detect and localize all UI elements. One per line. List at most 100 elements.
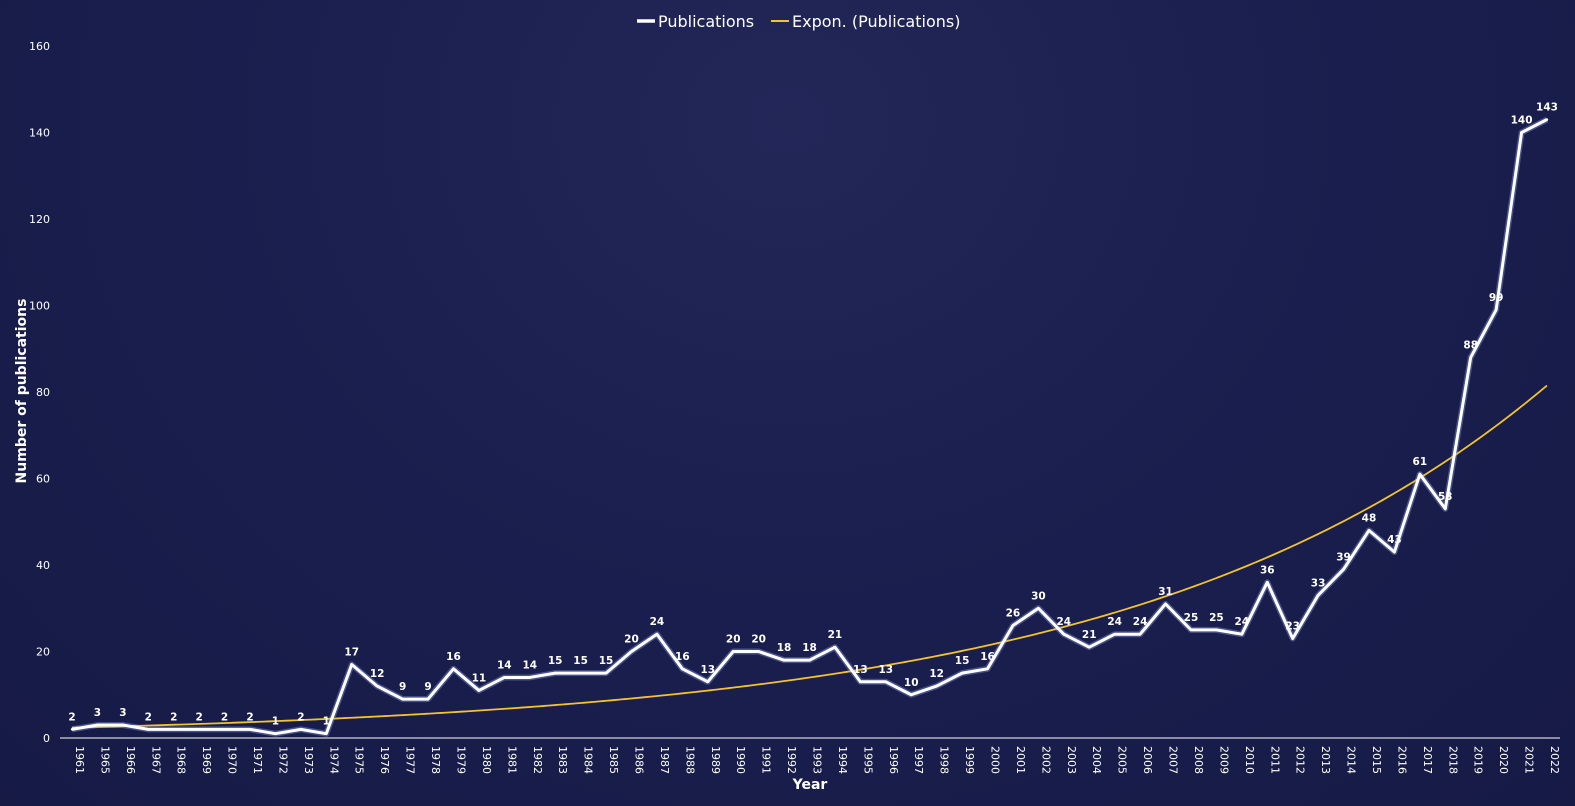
data-point (935, 684, 938, 688)
data-label: 9 (399, 681, 406, 693)
data-point (1444, 507, 1447, 510)
x-tick-label: 1969 (200, 746, 213, 774)
data-point (1240, 633, 1244, 636)
x-tick-label: 1976 (378, 746, 391, 774)
data-label: 25 (1184, 612, 1199, 624)
data-point (986, 667, 989, 670)
data-label: 2 (297, 711, 304, 723)
x-tick-label: 1980 (480, 746, 493, 774)
x-tick-label: 1967 (149, 746, 162, 774)
x-tick-label: 1970 (226, 746, 239, 774)
x-tick-label: 1984 (582, 746, 595, 774)
data-point (1037, 607, 1040, 610)
data-label: 15 (955, 655, 970, 667)
data-point (197, 728, 201, 731)
x-tick-label: 1992 (785, 746, 798, 774)
y-axis-ticks: 0 20 40 60 80 100 120 140 160 (29, 40, 50, 745)
x-tick-label: 1995 (861, 746, 874, 774)
data-label: 21 (1082, 629, 1097, 641)
data-label: 15 (599, 655, 614, 667)
x-tick-label: 2016 (1395, 746, 1408, 774)
data-point (1113, 633, 1116, 636)
y-tick-label: 120 (29, 213, 50, 226)
data-label: 17 (344, 646, 359, 658)
x-tick-label: 2018 (1446, 746, 1459, 774)
data-point (147, 728, 150, 731)
data-label: 13 (700, 664, 715, 676)
x-tick-label: 1994 (836, 746, 849, 774)
data-label: 30 (1031, 590, 1046, 602)
data-point (1316, 594, 1320, 597)
x-tick-label: 1983 (556, 746, 569, 774)
x-tick-label: 1965 (98, 746, 111, 774)
x-tick-label: 1977 (404, 746, 417, 774)
data-label: 12 (370, 668, 385, 680)
data-point (706, 680, 709, 683)
data-point (96, 723, 99, 727)
data-label: 24 (1056, 616, 1071, 628)
x-tick-label: 2010 (1243, 746, 1256, 774)
data-point (350, 663, 353, 666)
data-label: 10 (904, 677, 919, 689)
x-tick-label: 2021 (1523, 746, 1536, 774)
data-point (248, 728, 252, 731)
x-tick-label: 2020 (1497, 746, 1510, 774)
x-tick-label: 1978 (429, 746, 442, 774)
data-label: 2 (195, 711, 202, 723)
data-point (1367, 529, 1371, 532)
data-label: 20 (624, 634, 639, 646)
data-point (503, 676, 506, 679)
x-tick-label: 1998 (938, 746, 951, 774)
x-tick-label: 2009 (1217, 746, 1230, 774)
x-tick-label: 1987 (658, 746, 671, 774)
x-tick-label: 2013 (1319, 746, 1332, 774)
data-point (782, 658, 786, 662)
x-tick-label: 1996 (887, 746, 900, 774)
x-tick-label: 1973 (302, 746, 315, 774)
x-tick-label: 2008 (1192, 746, 1205, 774)
data-point (1469, 356, 1472, 359)
data-point (70, 728, 74, 731)
data-label: 15 (573, 655, 588, 667)
data-label: 43 (1387, 534, 1402, 546)
data-label: 143 (1536, 102, 1558, 114)
y-tick-label: 40 (36, 559, 50, 572)
x-tick-label: 1975 (353, 746, 366, 774)
data-label: 1 (323, 716, 330, 728)
data-point (375, 684, 379, 688)
data-label: 3 (94, 707, 101, 719)
legend-label-publications: Publications (658, 12, 754, 31)
data-point (1266, 581, 1269, 584)
data-label: 2 (221, 711, 228, 723)
data-label: 25 (1209, 612, 1224, 624)
data-label: 12 (929, 668, 944, 680)
data-point (859, 680, 862, 683)
data-label: 1 (272, 716, 279, 728)
x-tick-label: 2006 (1141, 746, 1154, 774)
x-tick-label: 1985 (607, 746, 620, 774)
data-point (528, 676, 531, 679)
data-point (757, 650, 760, 653)
data-point (299, 728, 303, 731)
data-point (681, 667, 684, 670)
x-tick-label: 2003 (1065, 746, 1078, 774)
data-label: 16 (675, 651, 690, 663)
x-tick-label: 2004 (1090, 746, 1103, 774)
data-label: 24 (650, 616, 665, 628)
data-point (884, 680, 887, 683)
data-label: 20 (751, 634, 766, 646)
data-point (325, 732, 328, 735)
x-tick-label: 2001 (1014, 746, 1027, 774)
data-label: 61 (1413, 456, 1428, 468)
x-tick-label: 1968 (175, 746, 188, 774)
data-point (910, 693, 913, 696)
x-tick-label: 1997 (912, 746, 925, 774)
data-label: 24 (1133, 616, 1148, 628)
data-point (960, 671, 964, 675)
x-tick-label: 2014 (1345, 746, 1358, 774)
data-label: 39 (1336, 551, 1351, 563)
data-point (732, 650, 735, 653)
data-label: 16 (980, 651, 995, 663)
data-point (121, 723, 125, 727)
x-tick-label: 2015 (1370, 746, 1383, 774)
